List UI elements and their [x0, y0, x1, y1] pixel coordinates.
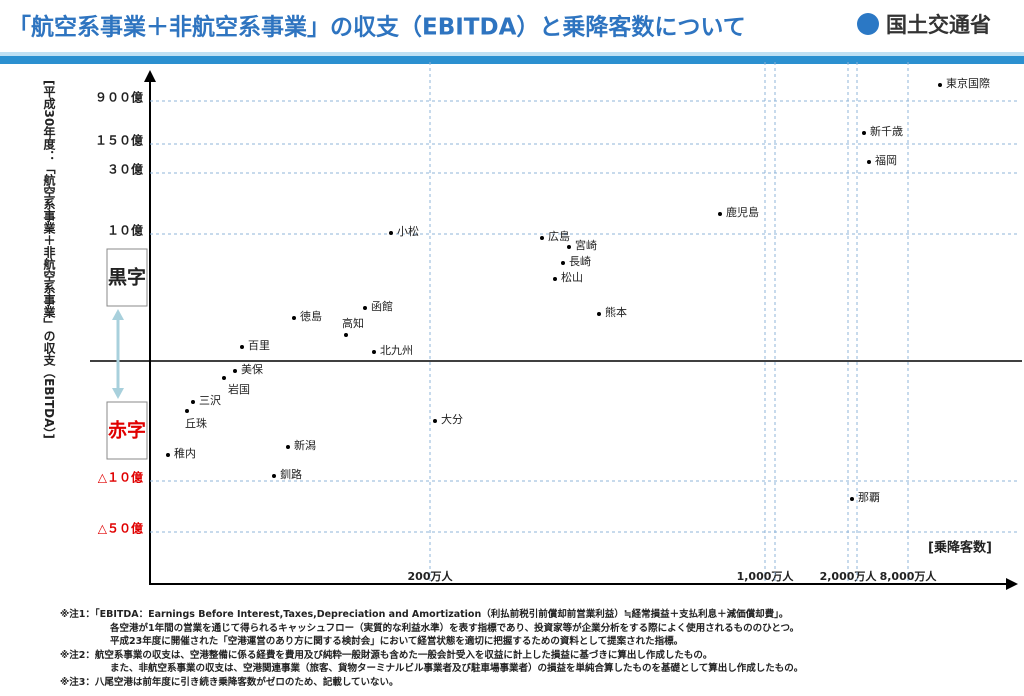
point-label: 美保: [241, 362, 263, 376]
x-arrow: [1006, 578, 1018, 590]
data-point: [938, 83, 942, 87]
point-label: 新潟: [294, 438, 316, 452]
x-tick-label: 2,000万人: [820, 569, 878, 583]
point-label: 福岡: [875, 153, 897, 167]
note: ※注1：「EBITDA：Earnings Before Interest,Tax…: [60, 609, 789, 620]
point-label: 新千歳: [870, 124, 903, 138]
y-tick-label: ３０億: [107, 162, 143, 177]
note: 各空港が1年間の営業を通じて得られるキャッシュフロー（実質的な利益水準）を表す指…: [110, 622, 800, 634]
y-tick-label: １０億: [107, 223, 143, 238]
data-point: [867, 160, 871, 164]
data-point: [718, 212, 722, 216]
profit-box: [106, 248, 148, 307]
point-label: 熊本: [605, 305, 627, 319]
point-label: 広島: [548, 229, 570, 243]
data-point: [540, 236, 544, 240]
point-label: 那覇: [858, 491, 880, 504]
note: ※注2：航空系事業の収支は、空港整備に係る経費を費用及び純粋一般財源も含めた一般…: [60, 649, 713, 661]
y-arrow: [144, 70, 156, 82]
data-point: [433, 419, 437, 423]
data-point: [561, 261, 565, 265]
data-point: [272, 474, 276, 478]
x-title: [乗降客数]: [928, 540, 992, 556]
point-label: 岩国: [228, 382, 250, 396]
point-label: 徳島: [300, 309, 322, 323]
x-tick-label: 8,000万人: [880, 569, 938, 583]
point-label: 小松: [397, 224, 419, 238]
title: 「航空系事業＋非航空系事業」の収支（EBITDA）と乗降客数について: [8, 14, 746, 41]
y-tick-label: １５０億: [95, 133, 143, 148]
data-point: [363, 306, 367, 310]
data-point: [389, 231, 393, 235]
x-tick-label: 1,000万人: [737, 569, 795, 583]
notes: ※注1：「EBITDA：Earnings Before Interest,Tax…: [60, 608, 1020, 689]
data-point: [372, 350, 376, 354]
data-point: [597, 312, 601, 316]
logo-icon: [857, 13, 879, 35]
profit-label: 黒字: [108, 266, 146, 289]
point-label: 宮崎: [575, 238, 597, 252]
data-point: [240, 345, 244, 349]
point-label: 松山: [561, 270, 583, 284]
point-label: 東京国際: [946, 76, 990, 90]
point-label: 長崎: [569, 254, 591, 268]
note: 平成23年度に開催された「空港運営のあり方に関する検討会」において経営状態を適切…: [110, 636, 684, 647]
point-label: 丘珠: [185, 416, 207, 430]
point-label: 高知: [342, 316, 364, 330]
logo: 国土交通省: [886, 13, 991, 37]
data-point: [567, 245, 571, 249]
note: また、非航空系事業の収支は、空港関連事業（旅客、貨物ターミナルビル事業者及び駐車…: [110, 663, 804, 674]
data-point: [185, 409, 189, 413]
x-tick-label: 200万人: [408, 569, 454, 583]
y-tick-label: △５０億: [98, 521, 143, 536]
y-title: [平成30年度：「航空系事業＋非航空系事業」の収支（EBITDA）]: [42, 80, 56, 439]
data-point: [233, 369, 237, 373]
data-point: [191, 400, 195, 404]
y-title-box: [平成30年度：「航空系事業＋非航空系事業」の収支（EBITDA）]: [42, 80, 56, 439]
y-tick-label: △１０億: [98, 470, 143, 485]
data-point: [292, 316, 296, 320]
note: ※注3：八尾空港は前年度に引き続き乗降客数がゼロのため、記載していない。: [60, 676, 399, 688]
data-point: [166, 453, 170, 457]
data-point: [862, 131, 866, 135]
y-tick-label: ９００億: [95, 90, 143, 105]
arrow-head: [112, 388, 124, 399]
point-label: 稚内: [174, 446, 196, 460]
point-label: 大分: [441, 412, 463, 426]
point-label: 鹿児島: [726, 205, 759, 219]
notes-box: ※注1：「EBITDA：Earnings Before Interest,Tax…: [60, 608, 1020, 689]
header-bar: [0, 56, 1024, 64]
data-point: [553, 277, 557, 281]
header-bar-light: [0, 52, 1024, 56]
data-point: [850, 497, 854, 501]
point-label: 函館: [371, 299, 393, 313]
loss-label: 赤字: [108, 419, 146, 442]
data-point: [344, 333, 348, 337]
point-label: 釧路: [280, 467, 302, 481]
arrow-head: [112, 309, 124, 320]
data-point: [222, 376, 226, 380]
point-label: 北九州: [380, 344, 413, 357]
point-label: 百里: [248, 339, 270, 352]
data-point: [286, 445, 290, 449]
point-label: 三沢: [199, 393, 221, 407]
loss-box: [106, 401, 148, 460]
